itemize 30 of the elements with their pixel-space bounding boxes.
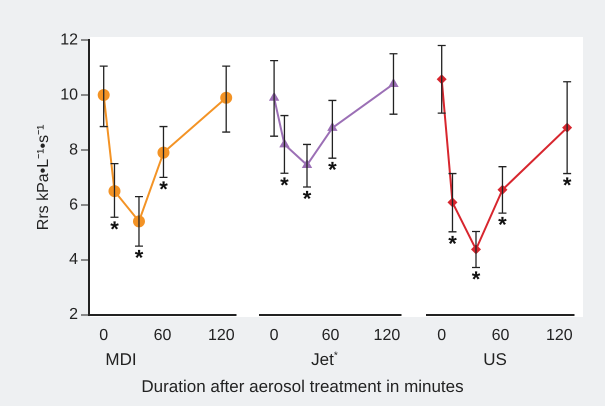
annotation: * (280, 172, 290, 198)
x-tick-label: 0 (437, 326, 446, 344)
x-axis-title: MDI (104, 350, 138, 370)
x-tick-label: 0 (99, 326, 108, 344)
x-tick-label: 60 (492, 326, 510, 344)
y-tick-label: 6 (69, 196, 78, 214)
x-axis-title: Jet$^{*}$ (310, 350, 339, 370)
text: Duration after aerosol treatment in minutes (140, 377, 465, 397)
y-axis-title: Rrs kPa•L⁻¹•s⁻¹ (35, 124, 52, 230)
x-tick-label: 120 (374, 326, 400, 344)
annotation: * (159, 176, 168, 202)
x-tick-label: 0 (270, 326, 279, 344)
y-tick-label: 8 (69, 141, 78, 158)
annotation: * (328, 157, 338, 182)
x-tick-label: 120 (546, 326, 573, 344)
y-tick-label: 4 (69, 251, 78, 268)
y-tick-label: 2 (69, 306, 78, 324)
annotation: * (472, 266, 481, 292)
annotation: * (134, 245, 144, 270)
annotation: * (448, 230, 458, 256)
annotation: * (562, 172, 572, 198)
x-tick-label: 60 (322, 326, 340, 344)
x-tick-label: 60 (154, 326, 172, 344)
annotation: * (302, 186, 312, 212)
annotation: * (110, 216, 120, 242)
y-tick-label: 10 (60, 86, 78, 104)
x-tick-label: 120 (208, 326, 235, 344)
annotation: * (498, 212, 508, 238)
x-axis-title: US (482, 350, 508, 370)
y-tick-label: 12 (60, 31, 78, 48)
